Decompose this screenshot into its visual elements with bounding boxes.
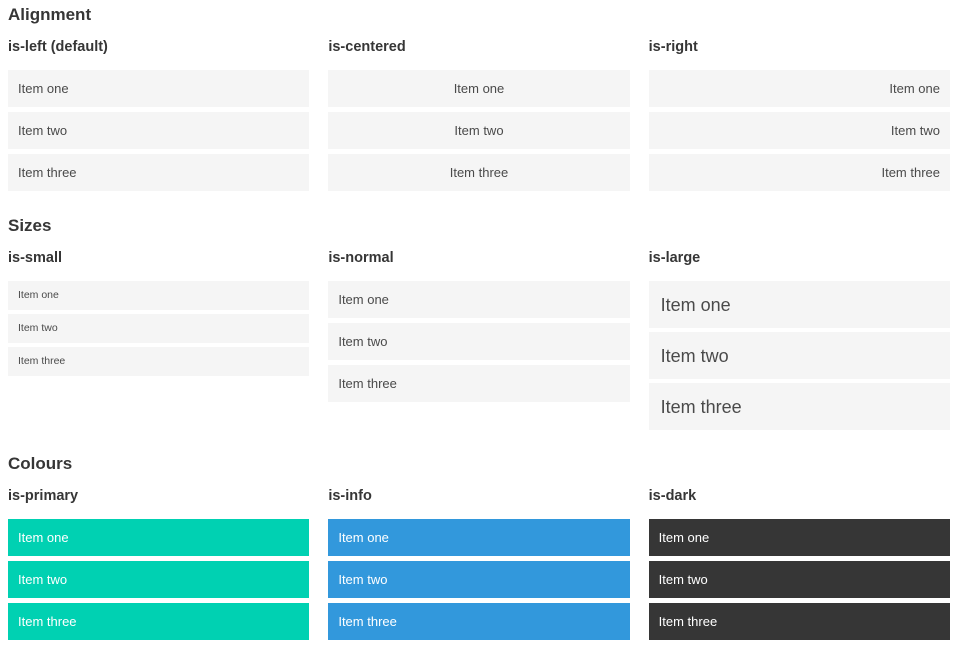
list-item: Item two <box>648 112 950 149</box>
list-item: Item three <box>328 603 630 640</box>
list-item: Item one <box>8 281 310 310</box>
group-is-info: is-info Item one Item two Item three <box>328 488 630 645</box>
group-is-small: is-small Item one Item two Item three <box>8 250 310 380</box>
group-label: is-centered <box>328 39 406 55</box>
list: Item one Item two Item three <box>8 281 310 376</box>
group-label: is-info <box>328 488 372 504</box>
list-item: Item two <box>328 112 630 149</box>
group-is-left: is-left (default) Item one Item two Item… <box>8 39 310 196</box>
list-item: Item three <box>328 365 630 402</box>
list-item: Item two <box>648 332 950 379</box>
group-is-dark: is-dark Item one Item two Item three <box>648 488 950 645</box>
section-alignment: Alignment is-left (default) Item one Ite… <box>8 5 950 196</box>
list-item: Item two <box>8 112 310 149</box>
list-item: Item one <box>328 519 630 556</box>
list-item: Item two <box>328 323 630 360</box>
group-label: is-primary <box>8 488 79 504</box>
group-is-normal: is-normal Item one Item two Item three <box>328 250 630 407</box>
list-item: Item two <box>648 561 950 598</box>
list-item: Item two <box>8 314 310 343</box>
section-sizes: Sizes is-small Item one Item two Item th… <box>8 216 950 434</box>
list: Item one Item two Item three <box>8 70 310 191</box>
list: Item one Item two Item three <box>648 70 950 191</box>
group-label: is-right <box>648 39 698 55</box>
list-item: Item two <box>328 561 630 598</box>
group-label: is-left (default) <box>8 39 108 55</box>
list-item: Item one <box>8 519 310 556</box>
list-item: Item three <box>648 154 950 191</box>
colours-grid: is-primary Item one Item two Item three … <box>8 488 950 645</box>
section-title: Colours <box>8 454 73 473</box>
list-item: Item three <box>8 154 310 191</box>
section-colours: Colours is-primary Item one Item two Ite… <box>8 454 950 645</box>
group-is-right: is-right Item one Item two Item three <box>648 39 950 196</box>
list-item: Item three <box>8 347 310 376</box>
list: Item one Item two Item three <box>648 281 950 430</box>
group-is-large: is-large Item one Item two Item three <box>648 250 950 434</box>
group-label: is-normal <box>328 250 394 266</box>
alignment-grid: is-left (default) Item one Item two Item… <box>8 39 950 196</box>
list-item: Item three <box>648 383 950 430</box>
list: Item one Item two Item three <box>328 70 630 191</box>
list-item: Item three <box>328 154 630 191</box>
list-item: Item three <box>648 603 950 640</box>
list-item: Item one <box>8 70 310 107</box>
list: Item one Item two Item three <box>328 281 630 402</box>
group-is-primary: is-primary Item one Item two Item three <box>8 488 310 645</box>
section-title: Sizes <box>8 216 52 235</box>
list-item: Item one <box>328 70 630 107</box>
list: Item one Item two Item three <box>328 519 630 640</box>
group-is-centered: is-centered Item one Item two Item three <box>328 39 630 196</box>
group-label: is-small <box>8 250 62 266</box>
group-label: is-large <box>648 250 701 266</box>
list-item: Item one <box>328 281 630 318</box>
list-item: Item one <box>648 281 950 328</box>
sizes-grid: is-small Item one Item two Item three is… <box>8 250 950 434</box>
list: Item one Item two Item three <box>648 519 950 640</box>
group-label: is-dark <box>648 488 697 504</box>
list-item: Item three <box>8 603 310 640</box>
list: Item one Item two Item three <box>8 519 310 640</box>
list-item: Item one <box>648 70 950 107</box>
list-item: Item one <box>648 519 950 556</box>
section-title: Alignment <box>8 5 92 24</box>
list-item: Item two <box>8 561 310 598</box>
